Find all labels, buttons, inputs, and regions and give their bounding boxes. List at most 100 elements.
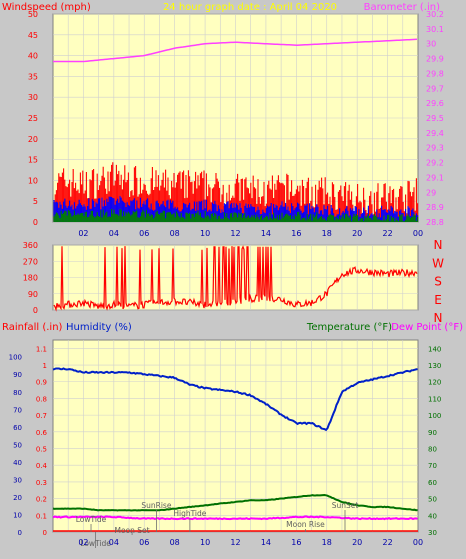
hour-tick-label: 20 bbox=[352, 538, 362, 547]
event-label: HighTide bbox=[173, 509, 206, 518]
humidity-tick-label: 0 bbox=[18, 529, 22, 537]
temperature-axis-label: Temperature (°F) bbox=[306, 322, 392, 333]
rainfall-tick-label: 1.1 bbox=[36, 345, 47, 353]
windspeed-tick-label: 40 bbox=[28, 52, 38, 61]
windspeed-tick-label: 15 bbox=[28, 156, 38, 165]
direction-tick-label: 0 bbox=[33, 306, 38, 315]
compass-label: N bbox=[434, 238, 443, 252]
direction-tick-label: 180 bbox=[23, 274, 38, 283]
humidity-tick-label: 100 bbox=[9, 354, 22, 362]
hour-tick-label: 08 bbox=[170, 229, 180, 238]
rainfall-tick-label: 0.5 bbox=[36, 446, 47, 454]
temperature-tick-label: 50 bbox=[428, 496, 437, 504]
rainfall-axis-label: Rainfall (.in) bbox=[2, 322, 63, 333]
dewpoint-axis-label: Dew Point (°F) bbox=[391, 322, 463, 333]
barometer-tick-label: 29.3 bbox=[426, 144, 444, 153]
hour-tick-label: 18 bbox=[322, 538, 332, 547]
windspeed-tick-label: 45 bbox=[28, 31, 38, 40]
compass-label: N bbox=[434, 311, 443, 325]
event-label: SunRise bbox=[141, 501, 171, 510]
humidity-axis-label: Humidity (%) bbox=[66, 322, 132, 333]
windspeed-tick-label: 10 bbox=[28, 176, 38, 185]
windspeed-tick-label: 20 bbox=[28, 135, 38, 144]
humidity-line bbox=[52, 367, 418, 432]
humidity-tick-label: 90 bbox=[13, 371, 22, 379]
rainfall-tick-label: 0.7 bbox=[36, 412, 47, 420]
hour-tick-label: 16 bbox=[291, 229, 301, 238]
hour-tick-label: 16 bbox=[291, 538, 301, 547]
rainfall-tick-label: 0 bbox=[43, 529, 47, 537]
event-label: Moon Rise bbox=[286, 520, 325, 529]
hour-tick-label: 14 bbox=[261, 538, 271, 547]
barometer-tick-label: 29.8 bbox=[426, 69, 444, 78]
wind-direction-series bbox=[53, 245, 418, 312]
hour-tick-label: 10 bbox=[200, 229, 210, 238]
event-label: SunSet bbox=[332, 501, 359, 510]
windspeed-tick-label: 0 bbox=[33, 218, 38, 227]
hour-tick-label: 10 bbox=[200, 538, 210, 547]
humidity-tick-label: 60 bbox=[13, 424, 22, 432]
hour-tick-label: 06 bbox=[139, 229, 149, 238]
hour-tick-label: 00 bbox=[413, 229, 423, 238]
rainfall-tick-label: 0.8 bbox=[36, 395, 47, 403]
rainfall-tick-label: 1 bbox=[43, 362, 47, 370]
rainfall-tick-label: 0.9 bbox=[36, 379, 47, 387]
windspeed-tick-label: 25 bbox=[28, 114, 38, 123]
hour-tick-label: 22 bbox=[382, 229, 392, 238]
wind-direction-line bbox=[53, 245, 418, 312]
temperature-tick-label: 70 bbox=[428, 462, 437, 470]
temperature-line bbox=[52, 493, 418, 512]
barometer-tick-label: 28.9 bbox=[426, 203, 444, 212]
rainfall-tick-label: 0.1 bbox=[36, 512, 47, 520]
humidity-temperature-series: LowTide SunRise Moon Set HighTide Moon Rise S… bbox=[52, 367, 418, 548]
temperature-tick-label: 80 bbox=[428, 446, 437, 454]
wind-direction-grid bbox=[53, 244, 418, 311]
barometer-tick-label: 29.7 bbox=[426, 84, 444, 93]
humidity-tick-label: 50 bbox=[13, 441, 22, 449]
hour-tick-label: 12 bbox=[230, 229, 240, 238]
temperature-tick-label: 60 bbox=[428, 479, 437, 487]
wind-barometer-ticks: 0 5 10 15 20 25 30 35 40 45 50 28.8 28.9 29 29.1 29.2 29… bbox=[28, 10, 444, 238]
hour-tick-label: 02 bbox=[78, 538, 88, 547]
hour-tick-label: 06 bbox=[139, 538, 149, 547]
hour-tick-label: 12 bbox=[230, 538, 240, 547]
hour-tick-label: 22 bbox=[382, 538, 392, 547]
hour-tick-label: 04 bbox=[109, 538, 119, 547]
temperature-tick-label: 90 bbox=[428, 429, 437, 437]
barometer-tick-label: 29.6 bbox=[426, 99, 444, 108]
chart-title: 24 hour graph date : April 04 2020 bbox=[163, 2, 337, 13]
rainfall-tick-label: 0.3 bbox=[36, 479, 47, 487]
windspeed-tick-label: 30 bbox=[28, 93, 38, 102]
barometer-tick-label: 29.1 bbox=[426, 173, 444, 182]
temperature-tick-label: 30 bbox=[428, 529, 437, 537]
temperature-tick-label: 140 bbox=[428, 345, 441, 353]
humidity-tick-label: 10 bbox=[13, 511, 22, 519]
rainfall-tick-label: 0.2 bbox=[36, 496, 47, 504]
barometer-tick-label: 29.9 bbox=[426, 55, 444, 64]
barometer-tick-label: 29.2 bbox=[426, 159, 444, 168]
barometer-tick-label: 28.8 bbox=[426, 218, 444, 227]
humidity-temperature-panel: LowTide SunRise Moon Set HighTide Moon Rise S… bbox=[2, 322, 463, 548]
humidity-tick-label: 70 bbox=[13, 406, 22, 414]
compass-label: S bbox=[434, 275, 442, 289]
barometer-line bbox=[53, 38, 418, 63]
barometer-tick-label: 29 bbox=[426, 188, 436, 197]
direction-tick-label: 270 bbox=[23, 257, 38, 266]
temperature-tick-label: 120 bbox=[428, 379, 441, 387]
dewpoint-line bbox=[52, 515, 418, 521]
humidity-tick-label: 40 bbox=[13, 459, 22, 467]
rainfall-tick-label: 0.6 bbox=[36, 429, 48, 437]
direction-tick-label: 90 bbox=[28, 290, 38, 299]
hour-tick-label: 04 bbox=[109, 229, 119, 238]
hour-tick-label: 18 bbox=[322, 229, 332, 238]
rainfall-tick-label: 0.4 bbox=[36, 462, 48, 470]
event-label: LowTide bbox=[76, 515, 107, 524]
hour-tick-label: 02 bbox=[78, 229, 88, 238]
barometer-tick-label: 29.5 bbox=[426, 114, 444, 123]
windspeed-tick-label: 35 bbox=[28, 72, 38, 81]
hour-tick-label: 14 bbox=[261, 229, 271, 238]
temperature-tick-label: 40 bbox=[428, 512, 437, 520]
